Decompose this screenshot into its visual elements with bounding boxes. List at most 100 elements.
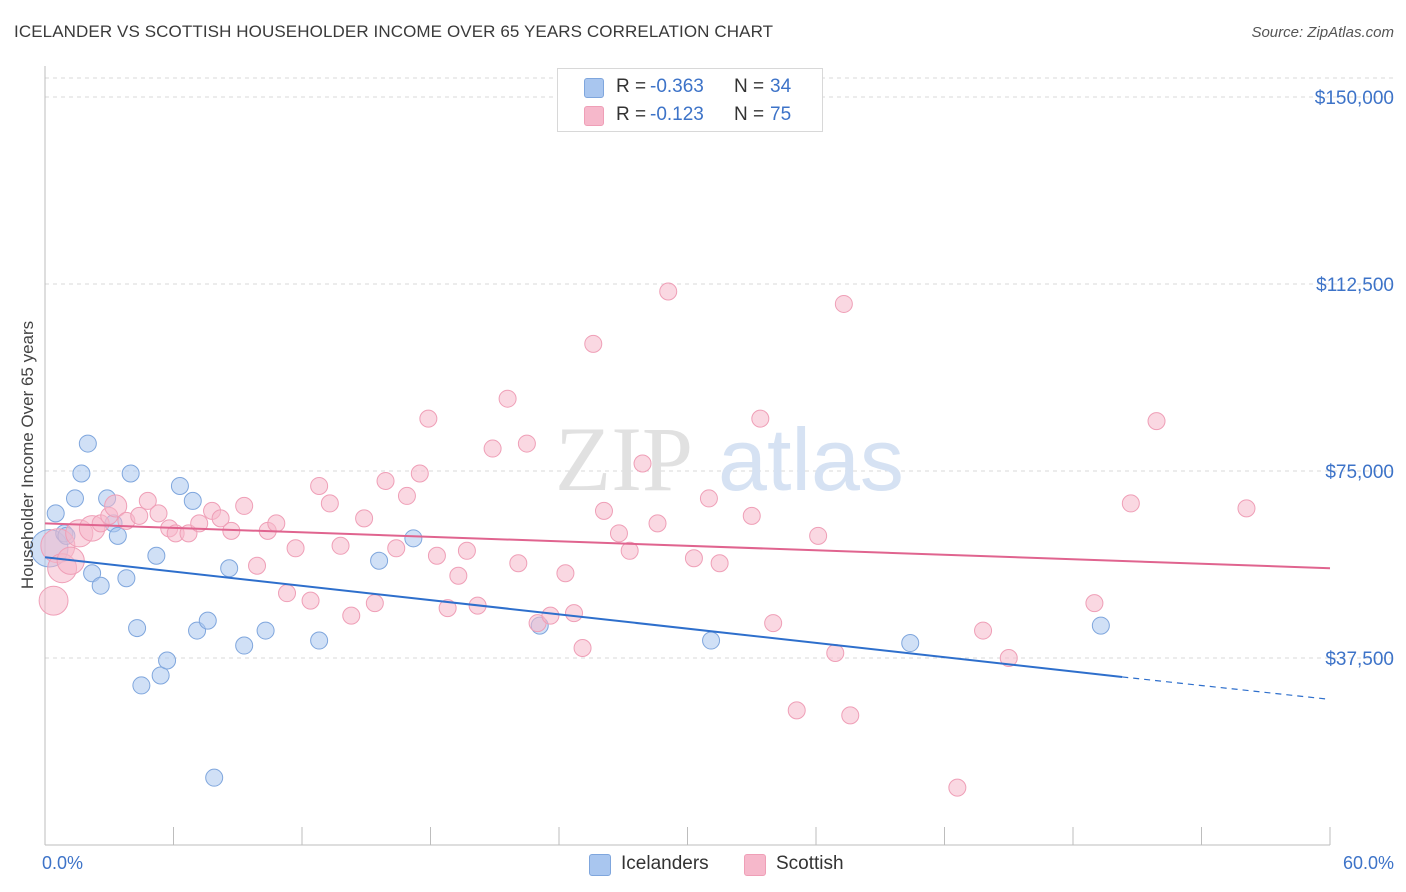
scottish-point [248, 556, 267, 575]
scottish-point [841, 706, 860, 725]
scottish-point [999, 649, 1018, 667]
scottish-point [710, 554, 729, 573]
scottish-point [633, 454, 652, 473]
scottish-point [449, 566, 468, 585]
icelanders-point [170, 476, 189, 495]
legend-row-icelanders: R = -0.363 N = 34 [558, 73, 822, 101]
scottish-point [809, 526, 828, 545]
scottish-point [609, 524, 628, 543]
scottish-point [483, 439, 502, 458]
icelanders-point [147, 546, 166, 565]
source-label: Source: ZipAtlas.com [1251, 24, 1394, 41]
icelanders-point [1091, 616, 1110, 635]
icelanders-point [256, 621, 275, 640]
legend-n-label: N = [734, 104, 765, 125]
scottish-point [1237, 499, 1256, 518]
scottish-point [1147, 412, 1166, 431]
scottish-point [498, 389, 517, 408]
x-tick-label-start: 0.0% [42, 853, 83, 873]
scottish-point [834, 294, 853, 313]
legend-n-value: 75 [770, 104, 792, 125]
y-tick-label: $112,500 [1316, 275, 1394, 296]
tick-labels: $37,500 $75,000 $112,500 $150,000 0.0% 60.0% [42, 88, 1394, 873]
icelanders-point [158, 651, 177, 670]
scottish-point [278, 584, 297, 603]
watermark-zip: ZIP [555, 408, 693, 510]
icelanders-point [65, 489, 84, 508]
scottish-point [509, 554, 528, 573]
icelanders-point [91, 576, 110, 595]
scottish-point [648, 514, 667, 533]
scottish-point [286, 539, 305, 558]
scottish-point [594, 501, 613, 520]
scottish-point [104, 494, 128, 518]
scottish-point [742, 506, 761, 525]
scottish-point [517, 434, 536, 453]
watermark: ZIP atlas [555, 408, 904, 510]
scottish-point [438, 599, 457, 618]
scottish-point [1085, 594, 1104, 613]
icelanders-point [198, 611, 217, 630]
scottish-point [556, 564, 575, 583]
scottish-point [149, 504, 168, 523]
icelanders-trend-line-extension [1122, 676, 1331, 700]
scottish-point [211, 509, 230, 528]
axes [44, 66, 1331, 846]
legend-r-value: -0.363 [650, 76, 704, 97]
scottish-point [267, 514, 286, 533]
bottom-legend-label: Scottish [776, 853, 844, 874]
y-axis-label: Householder Income Over 65 years [18, 320, 37, 590]
icelanders-point [83, 564, 102, 583]
scottish-point [387, 539, 406, 558]
scottish-point [573, 639, 592, 658]
icelanders-point [310, 631, 329, 650]
icelanders-point [108, 526, 127, 545]
scottish-point [1121, 494, 1140, 513]
icelanders-point [183, 491, 202, 510]
legend-n-label: N = [734, 76, 765, 97]
scottish-point [974, 621, 993, 640]
scottish-point [457, 541, 476, 560]
legend-row-scottish: R = -0.123 N = 75 [558, 101, 822, 129]
scottish-point [620, 541, 639, 560]
scottish-point [564, 604, 583, 623]
scottish-point [541, 606, 560, 625]
icelanders-point [128, 619, 147, 638]
scottish-point [397, 486, 416, 505]
bottom-legend-label: Icelanders [621, 853, 709, 874]
icelanders-point [132, 676, 151, 695]
scottish-point [659, 282, 678, 301]
scottish-point [138, 491, 157, 510]
legend-r-label: R = [616, 76, 647, 97]
scottish-point [787, 701, 806, 720]
scottish-point [331, 536, 350, 555]
scottish-point [826, 644, 845, 663]
icelanders-point [72, 464, 91, 483]
y-tick-label: $150,000 [1315, 88, 1394, 109]
y-tick-label: $37,500 [1325, 649, 1394, 670]
scottish-point [751, 409, 770, 428]
scottish-point [355, 509, 374, 528]
icelanders-point [78, 434, 97, 453]
scottish-point [410, 464, 429, 483]
legend-swatch-scottish [584, 106, 604, 126]
legend-swatch-icelanders [584, 78, 604, 98]
icelanders-point [46, 504, 65, 523]
scottish-point [38, 585, 69, 616]
icelanders-point [220, 559, 239, 578]
icelanders-point [370, 551, 389, 570]
icelanders-point [235, 636, 254, 655]
icelanders-point [404, 529, 423, 548]
legend-r-value: -0.123 [650, 104, 704, 125]
bottom-legend-swatch-icelanders [589, 854, 611, 876]
scottish-point [320, 494, 339, 513]
watermark-atlas: atlas [718, 410, 904, 509]
scottish-trend-line [44, 522, 1331, 570]
icelanders-point [901, 634, 920, 653]
icelanders-point [151, 666, 170, 685]
icelanders-point [205, 768, 224, 787]
y-tick-label: $75,000 [1325, 462, 1394, 483]
scottish-point [365, 594, 384, 613]
scottish-point [301, 591, 320, 610]
scottish-point [699, 489, 718, 508]
